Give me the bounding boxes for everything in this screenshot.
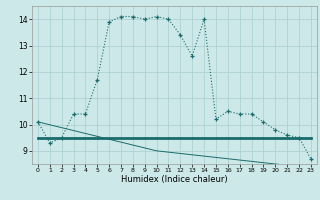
X-axis label: Humidex (Indice chaleur): Humidex (Indice chaleur) <box>121 175 228 184</box>
